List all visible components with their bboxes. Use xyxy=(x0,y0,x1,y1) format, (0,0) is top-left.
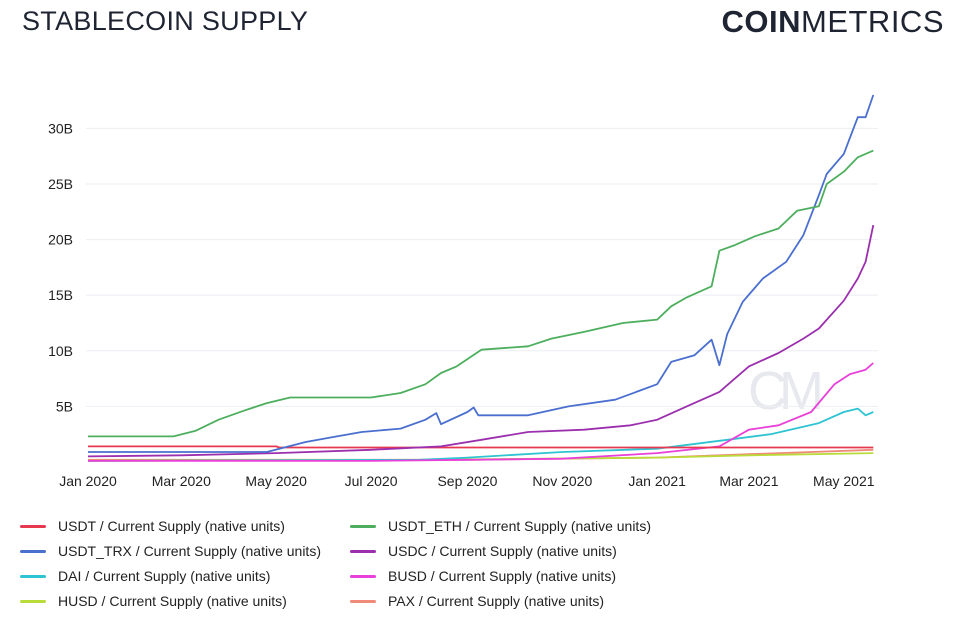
y-tick-label: 25B xyxy=(48,176,73,192)
legend-swatch xyxy=(20,574,46,578)
legend-label: BUSD / Current Supply (native units) xyxy=(388,568,616,584)
stablecoin-line-chart: 5B 10B 15B 20B 25B 30B Jan 2020 Mar 2020 May 20… xyxy=(48,94,878,489)
legend-item[interactable]: PAX / Current Supply (native units) xyxy=(350,593,604,609)
x-axis-ticks: Jan 2020 Mar 2020 May 2020 Jul 2020 Sep 2020… xyxy=(59,473,875,489)
coinmetrics-logo: COINMETRICS xyxy=(722,4,945,40)
y-tick-label: 15B xyxy=(48,287,73,303)
x-tick-label: Jul 2020 xyxy=(345,473,398,489)
y-tick-label: 20B xyxy=(48,232,73,248)
legend-label: USDC / Current Supply (native units) xyxy=(388,543,617,559)
x-tick-label: Jan 2021 xyxy=(628,473,686,489)
legend-item[interactable]: BUSD / Current Supply (native units) xyxy=(350,568,616,584)
legend-swatch xyxy=(350,549,376,553)
legend-item[interactable]: USDC / Current Supply (native units) xyxy=(350,543,617,559)
legend-swatch xyxy=(20,524,46,528)
legend-swatch xyxy=(350,599,376,603)
x-tick-label: May 2021 xyxy=(813,473,875,489)
y-tick-label: 30B xyxy=(48,120,73,136)
x-tick-label: Mar 2021 xyxy=(719,473,778,489)
series-lines xyxy=(87,94,875,462)
chart-grid xyxy=(86,127,878,407)
series-line-5 xyxy=(88,362,874,462)
chart-title: STABLECOIN SUPPLY xyxy=(22,6,309,36)
series-line-4 xyxy=(87,407,874,462)
legend-label: USDT_ETH / Current Supply (native units) xyxy=(388,518,651,534)
legend-swatch xyxy=(20,549,46,553)
series-line-1 xyxy=(88,149,874,438)
legend-item[interactable]: USDT_ETH / Current Supply (native units) xyxy=(350,518,651,534)
logo-light-text: METRICS xyxy=(801,4,944,39)
legend-label: HUSD / Current Supply (native units) xyxy=(58,593,287,609)
y-axis-ticks: 5B 10B 15B 20B 25B 30B xyxy=(48,120,73,414)
legend-label: USDT / Current Supply (native units) xyxy=(58,518,285,534)
legend-item[interactable]: USDT_TRX / Current Supply (native units) xyxy=(20,543,321,559)
y-tick-label: 5B xyxy=(56,398,73,414)
legend-label: USDT_TRX / Current Supply (native units) xyxy=(58,543,321,559)
legend-item[interactable]: DAI / Current Supply (native units) xyxy=(20,568,270,584)
x-tick-label: Jan 2020 xyxy=(59,473,117,489)
y-tick-label: 10B xyxy=(48,343,73,359)
series-line-3 xyxy=(87,224,875,458)
x-tick-label: Sep 2020 xyxy=(437,473,497,489)
x-tick-label: Nov 2020 xyxy=(532,473,592,489)
x-tick-label: May 2020 xyxy=(245,473,307,489)
legend-item[interactable]: HUSD / Current Supply (native units) xyxy=(20,593,287,609)
legend-swatch xyxy=(350,524,376,528)
legend-label: PAX / Current Supply (native units) xyxy=(388,593,605,609)
x-tick-label: Mar 2020 xyxy=(152,473,211,489)
logo-bold-text: COIN xyxy=(721,4,801,39)
legend-swatch xyxy=(350,574,376,578)
series-line-2 xyxy=(88,94,875,453)
legend-label: DAI / Current Supply (native units) xyxy=(58,568,271,584)
series-line-0 xyxy=(88,445,874,449)
legend-swatch xyxy=(20,599,46,603)
legend-item[interactable]: USDT / Current Supply (native units) xyxy=(20,518,285,534)
